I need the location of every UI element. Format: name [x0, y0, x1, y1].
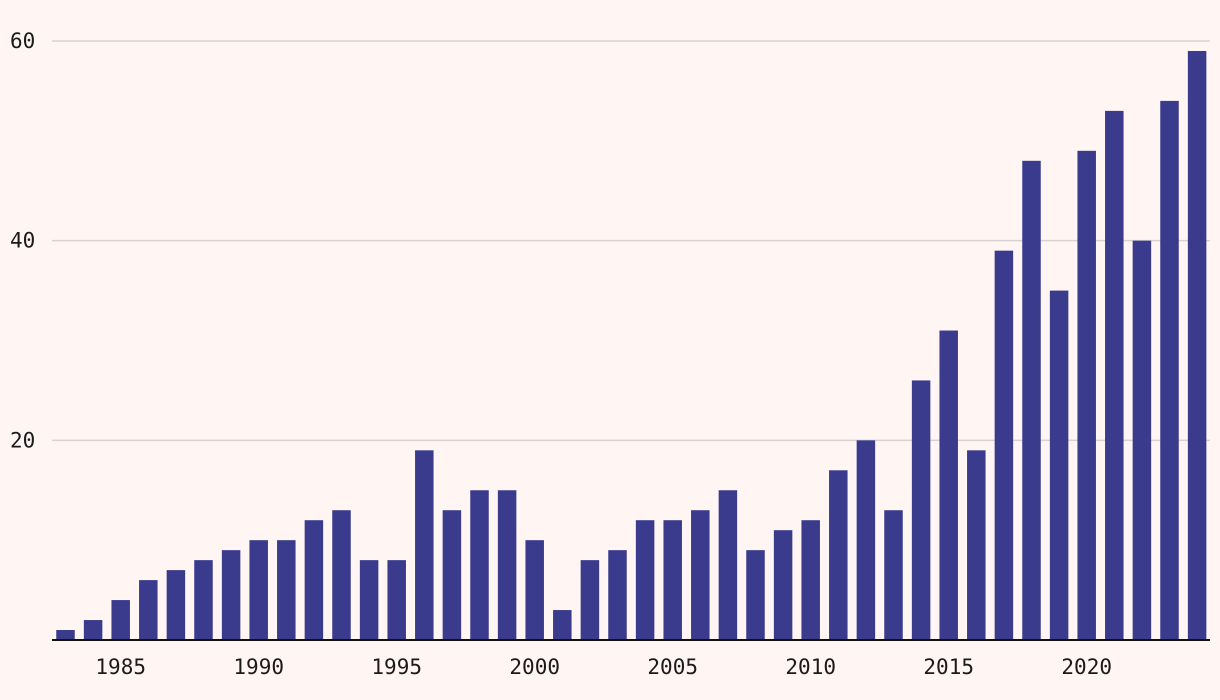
x-tick-label-2000: 2000: [509, 655, 560, 679]
bar-1988: [194, 560, 213, 640]
bar-1991: [277, 540, 296, 640]
bar-1983: [56, 630, 75, 640]
x-tick-label-1990: 1990: [233, 655, 284, 679]
bar-1987: [166, 570, 186, 640]
x-tick-label-2010: 2010: [785, 655, 836, 679]
bar-1989: [221, 550, 241, 640]
bar-1993: [332, 510, 351, 640]
bar-2018: [1022, 160, 1041, 641]
bar-2002: [580, 560, 600, 640]
bar-1986: [139, 580, 158, 640]
bar-2005: [663, 520, 682, 640]
bar-2023: [1160, 100, 1179, 640]
gridlines: [52, 40, 1210, 442]
y-tick-label-60: 60: [10, 29, 35, 53]
bar-2020: [1077, 150, 1096, 641]
bar-2011: [829, 470, 848, 640]
bar-2012: [856, 440, 876, 640]
bar-2015: [939, 330, 958, 640]
bar-1996: [415, 450, 434, 640]
y-tick-label-40: 40: [10, 229, 35, 253]
bar-2021: [1105, 110, 1124, 641]
bar-2001: [553, 610, 572, 640]
bar-2013: [884, 510, 903, 640]
bar-1994: [359, 560, 379, 640]
bar-2019: [1049, 290, 1069, 640]
bar-2007: [718, 490, 738, 640]
bar-1998: [470, 490, 489, 640]
bar-1992: [304, 520, 324, 640]
bar-1985: [111, 600, 130, 640]
bar-2006: [691, 510, 710, 640]
tick-labels: 20 40 60 1985 1990 1995 2000 2005 2010 2015 2020: [10, 29, 1112, 679]
x-tick-label-2005: 2005: [647, 655, 698, 679]
bar-2024: [1187, 50, 1207, 640]
bar-2022: [1132, 240, 1152, 640]
bar-1990: [249, 540, 268, 640]
bar-2010: [801, 520, 820, 640]
bar-1984: [83, 620, 103, 640]
x-tick-label-1995: 1995: [371, 655, 422, 679]
bar-2003: [608, 550, 627, 640]
x-tick-label-2015: 2015: [923, 655, 974, 679]
bar-2009: [773, 530, 793, 640]
bar-2008: [746, 550, 765, 640]
bar-2017: [994, 250, 1014, 640]
bar-2000: [525, 540, 544, 640]
bar-1997: [442, 510, 462, 640]
bars: [56, 50, 1207, 641]
x-tick-label-2020: 2020: [1061, 655, 1112, 679]
x-tick-label-1985: 1985: [95, 655, 146, 679]
bar-1995: [387, 560, 406, 640]
bar-2004: [635, 520, 655, 640]
bar-2016: [967, 450, 986, 640]
bar-2014: [911, 380, 931, 640]
y-tick-label-20: 20: [10, 428, 35, 452]
bar-1999: [497, 490, 517, 640]
